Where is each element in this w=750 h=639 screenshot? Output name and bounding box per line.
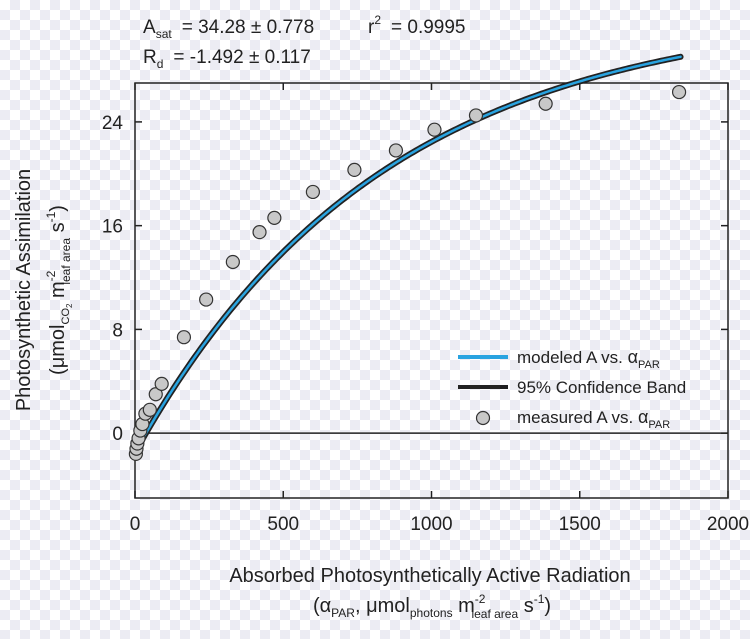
measured-point (468, 108, 484, 123)
measured-point (427, 122, 442, 137)
measured-point (347, 162, 362, 177)
legend-label-band: 95% Confidence Band (517, 378, 686, 397)
measured-point (154, 376, 169, 391)
x-tick-label: 500 (267, 514, 299, 535)
legend: modeled A vs. αPAR 95% Confidence Band m… (458, 347, 686, 431)
stats-header: Asat = 34.28 ± 0.778 r2 = 0.9995 Rd = -1.49… (143, 13, 466, 71)
measured-point (671, 84, 687, 100)
measured-point (538, 96, 553, 111)
modeled-line (133, 55, 682, 454)
x-tick-label: 1000 (410, 514, 452, 535)
legend-label-measured: measured A vs. αPAR (517, 407, 670, 431)
x-axis-ticks: 0 500 1000 1500 2000 (130, 83, 749, 535)
x-axis-label-line1: Absorbed Photosynthetically Active Radia… (229, 565, 630, 587)
measured-point (176, 330, 192, 345)
y-tick-label: 8 (112, 320, 123, 341)
measured-point (225, 254, 240, 270)
r2-stat: r2 = 0.9995 (368, 13, 466, 38)
measured-point (199, 292, 214, 307)
measured-point (305, 184, 320, 200)
x-tick-label: 0 (130, 514, 141, 535)
measured-point (142, 402, 157, 417)
y-axis-label-line1: Photosynthetic Assimilation (13, 169, 35, 411)
y-axis-label-line2: (μmolCO2 m-2leaf area s-1) (44, 205, 74, 375)
y-tick-label: 0 (112, 424, 123, 445)
legend-label-modeled: modeled A vs. αPAR (517, 347, 660, 371)
legend-marker-measured (475, 410, 491, 426)
measured-point (252, 225, 267, 240)
rd-stat: Rd = -1.492 ± 0.117 (143, 47, 311, 71)
asat-stat: Asat = 34.28 ± 0.778 (143, 17, 314, 41)
y-tick-label: 16 (102, 217, 123, 238)
measured-point (267, 210, 282, 225)
y-tick-label: 24 (102, 113, 124, 134)
measured-points (128, 84, 687, 462)
x-tick-label: 1500 (559, 514, 601, 535)
measured-point (388, 143, 404, 158)
x-axis-label-line2: (αPAR, μmolphotons m-2 leaf area s-1) (313, 592, 551, 621)
x-tick-label: 2000 (707, 514, 749, 535)
